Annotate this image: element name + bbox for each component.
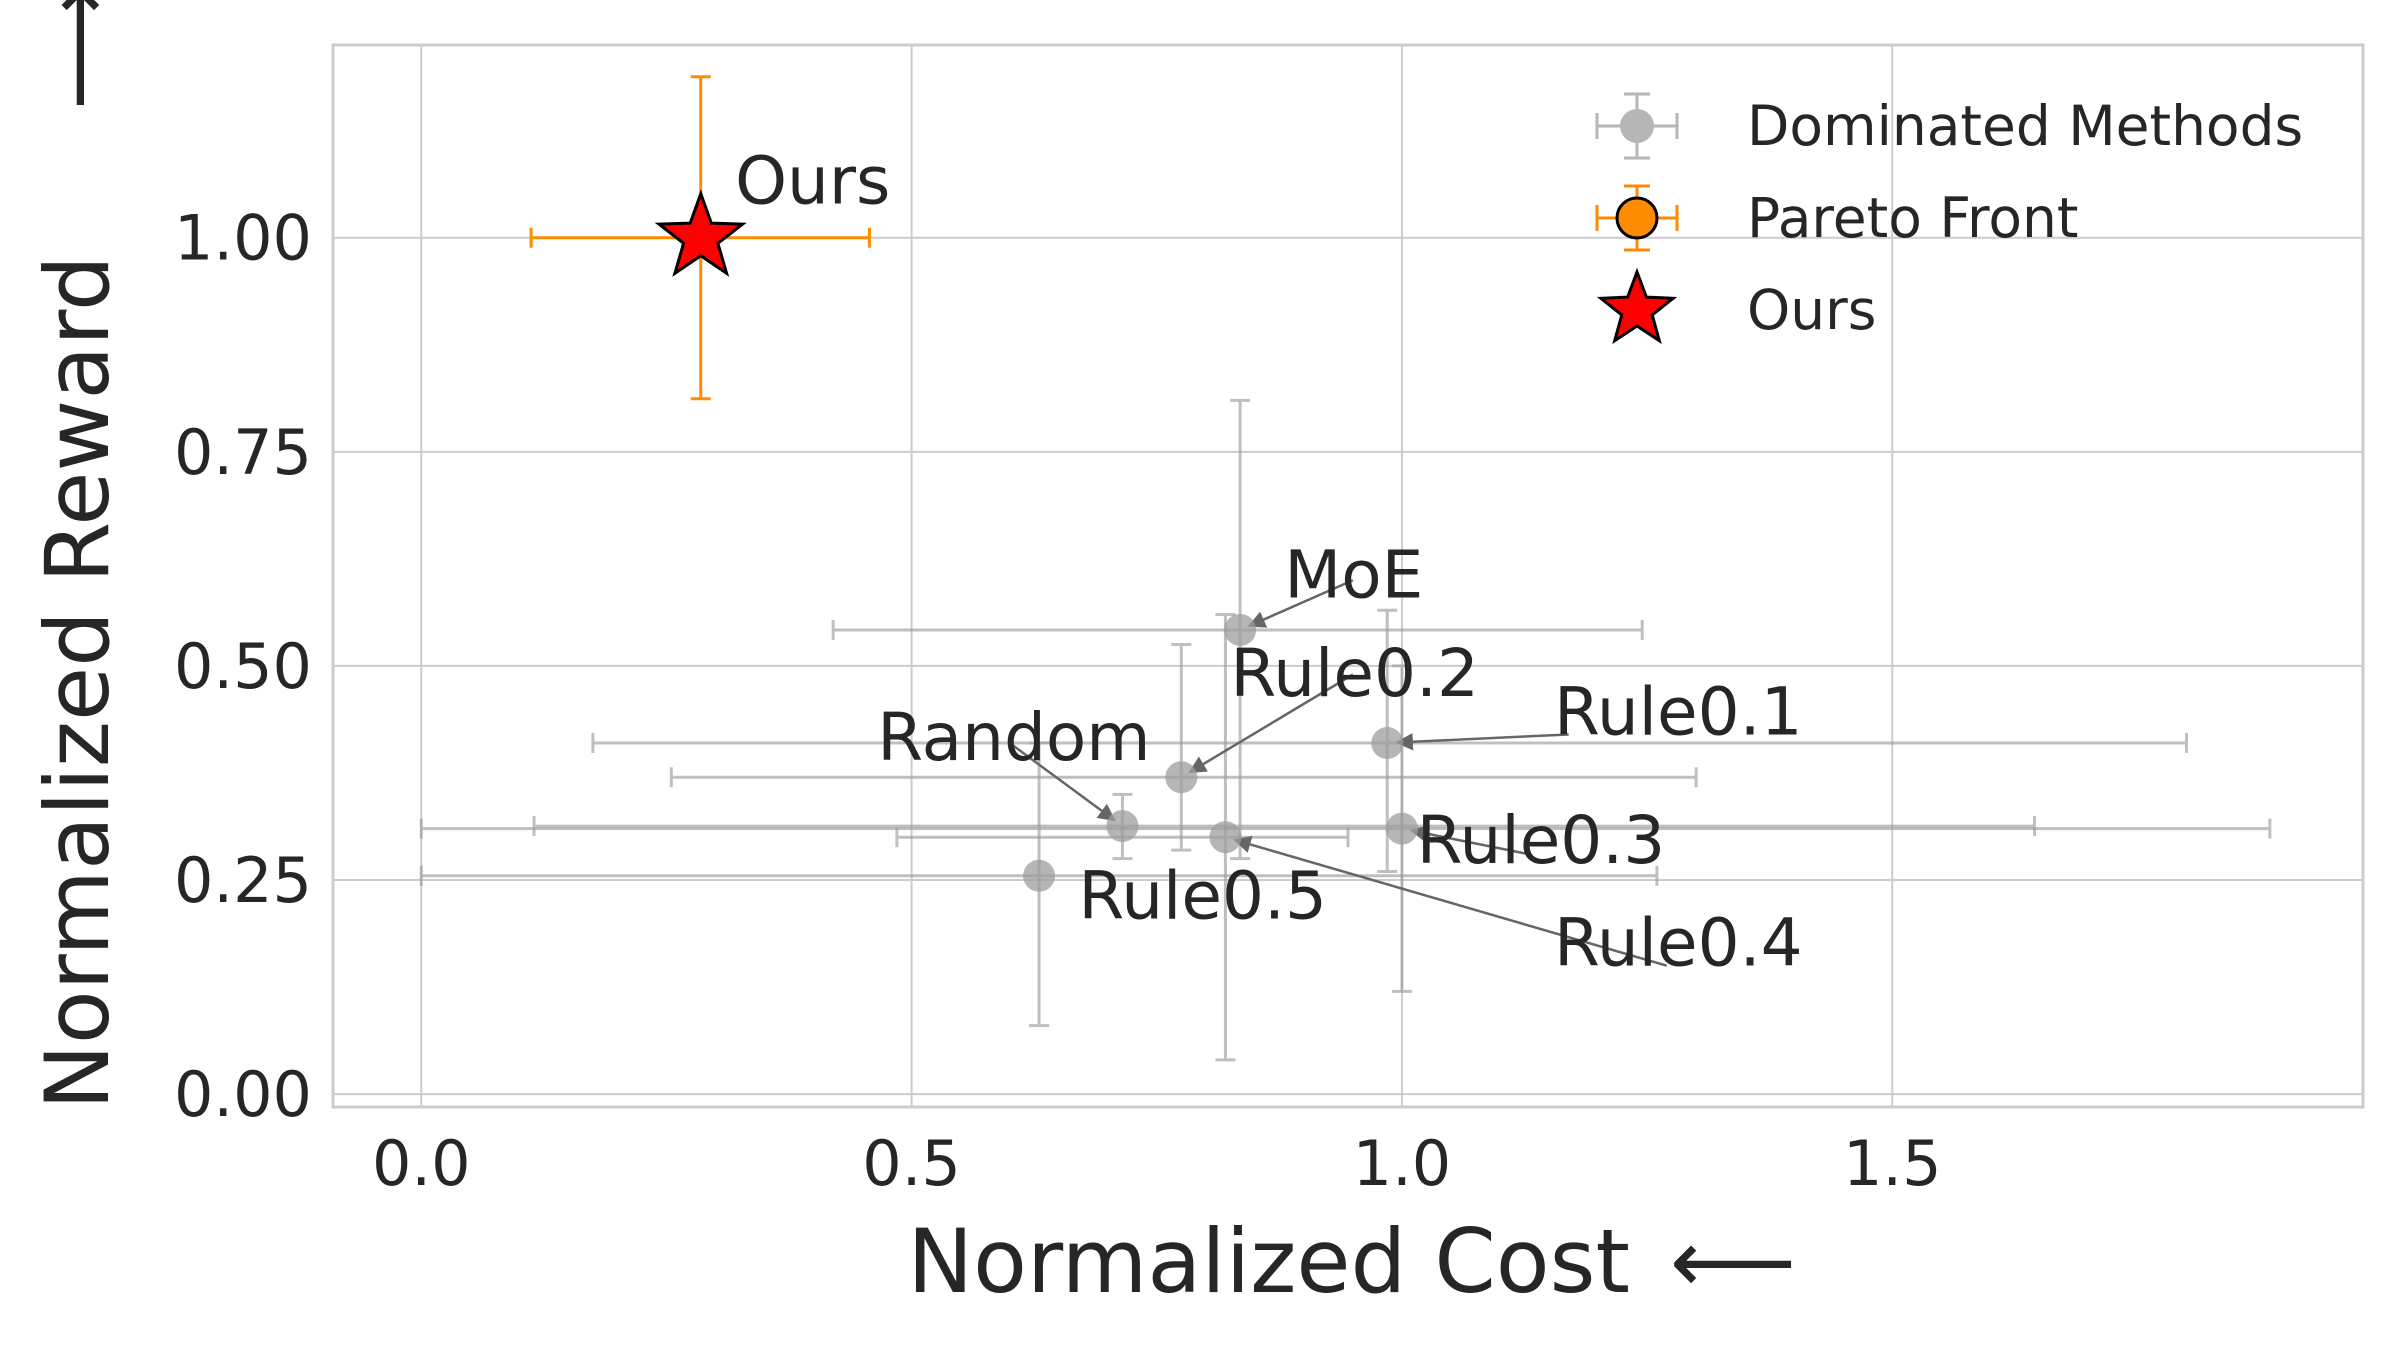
plot-frame: [331, 43, 2365, 1109]
annotation-arrow: [1247, 579, 1354, 628]
x-axis-title: Normalized Cost: [907, 1210, 1630, 1313]
point-annotations: MoE Rule0.2 Rule0.1 Random Rule0.3 Rule0.4 Rul…: [735, 142, 1803, 981]
annotation-arrow: [1410, 825, 1530, 856]
annotation-arrow: [1008, 742, 1116, 822]
annotation-arrow: [1395, 733, 1569, 751]
x-axis-arrow: ⟵: [1670, 1210, 1796, 1313]
x-tick-label: 0.5: [862, 1127, 961, 1200]
x-tick-label: 1.0: [1353, 1127, 1452, 1200]
grid-lines: [333, 45, 2363, 1107]
legend-ours-star-icon: [1596, 267, 1678, 345]
y-axis-title: Normalized Reward: [26, 255, 129, 1110]
legend-ours-label: Ours: [1747, 278, 1876, 342]
x-tick-label: 1.5: [1843, 1127, 1942, 1200]
point-label: Rule0.4: [1554, 905, 1803, 982]
point-label: Rule0.2: [1230, 635, 1479, 712]
dominated-point: [1371, 727, 1404, 760]
dominated-point: [1165, 761, 1198, 794]
dominated-point: [1209, 821, 1242, 854]
point-label: MoE: [1284, 536, 1423, 613]
y-tick-label: 0.00: [174, 1058, 312, 1131]
point-label: Ours: [735, 142, 890, 219]
dominated-error-bars: [532, 792, 2036, 861]
data-markers: [654, 189, 1418, 892]
point-label: Rule0.1: [1554, 673, 1803, 750]
y-tick-label: 0.75: [174, 416, 312, 489]
dominated-point: [1385, 812, 1418, 845]
dominated-point: [1224, 613, 1257, 646]
y-tick-labels: 0.00 0.25 0.50 0.75 1.00: [174, 202, 312, 1131]
x-tick-label: 0.0: [372, 1127, 471, 1200]
x-axis-label: Normalized Cost ⟵: [907, 1210, 1796, 1313]
dominated-point: [1106, 810, 1139, 843]
dominated-point: [1023, 859, 1056, 892]
point-label: Random: [877, 699, 1150, 776]
x-tick-labels: 0.0 0.5 1.0 1.5: [372, 1127, 1942, 1200]
legend-dominated-marker: [1595, 92, 1679, 160]
legend: Dominated Methods Pareto Front Ours: [1595, 92, 2303, 345]
y-axis-arrow: ⟶: [26, 0, 129, 110]
annotation-arrow: [1233, 836, 1668, 967]
point-label: Rule0.5: [1078, 858, 1327, 935]
point-label: Rule0.3: [1417, 802, 1666, 879]
dominated-error-bars: [419, 664, 2272, 993]
legend-dominated-label: Dominated Methods: [1747, 94, 2303, 158]
y-tick-label: 0.25: [174, 844, 312, 917]
ours-star-point: [654, 189, 747, 277]
annotation-arrows: [1008, 579, 1668, 967]
y-tick-label: 0.50: [174, 630, 312, 703]
legend-pareto-label: Pareto Front: [1747, 186, 2078, 250]
annotation-arrow: [1188, 673, 1354, 774]
legend-pareto-marker: [1595, 184, 1679, 252]
y-tick-label: 1.00: [174, 202, 312, 275]
y-axis-label: Normalized Reward ⟶: [26, 0, 129, 1110]
